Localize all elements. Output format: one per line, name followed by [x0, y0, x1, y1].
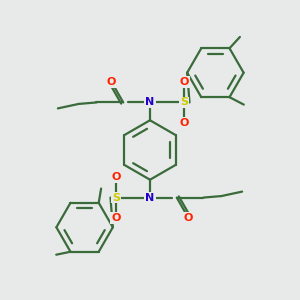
Text: S: S	[180, 98, 188, 107]
Text: O: O	[111, 172, 121, 182]
Text: O: O	[111, 213, 121, 224]
Text: O: O	[107, 76, 116, 87]
Text: S: S	[112, 193, 120, 202]
Text: O: O	[184, 213, 193, 224]
Text: O: O	[179, 76, 189, 87]
Text: N: N	[146, 193, 154, 202]
Text: O: O	[179, 118, 189, 128]
Text: N: N	[146, 98, 154, 107]
